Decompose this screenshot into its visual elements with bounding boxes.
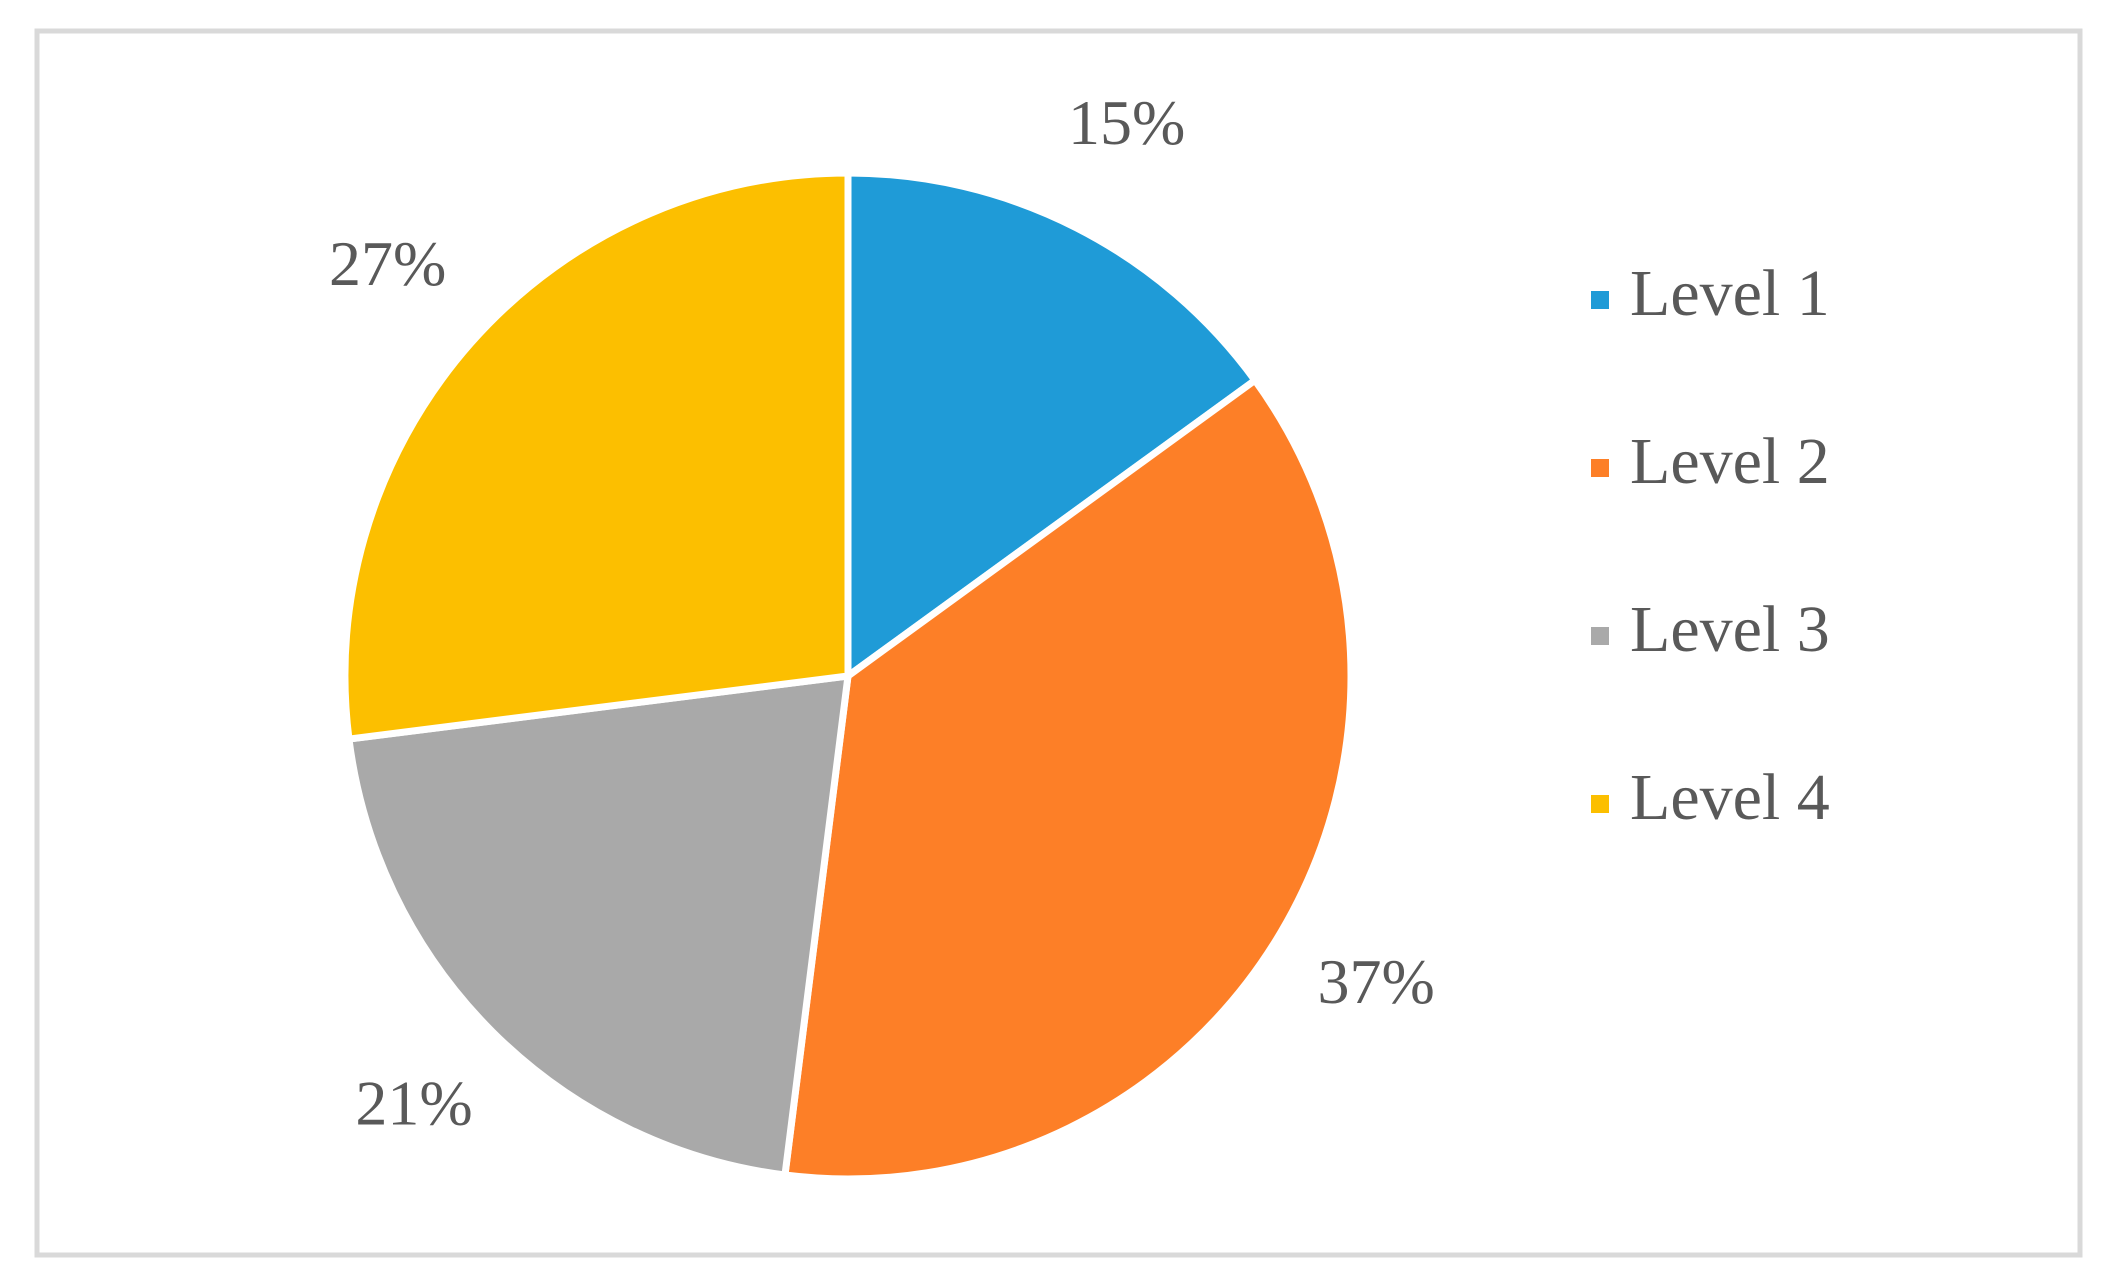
legend: Level 1 Level 2 Level 3 Level 4 (1591, 257, 1830, 834)
legend-swatch (1591, 459, 1609, 477)
legend-label: Level 3 (1630, 593, 1830, 666)
legend-label: Level 2 (1630, 425, 1830, 498)
legend-swatch (1591, 795, 1609, 813)
pie-slice (345, 672, 852, 1179)
data-label: 15% (1068, 87, 1185, 158)
data-label: 27% (329, 228, 446, 299)
legend-label: Level 4 (1630, 761, 1830, 834)
pie-slice (781, 376, 1355, 1183)
legend-label: Level 1 (1630, 257, 1830, 330)
legend-swatch (1591, 291, 1609, 309)
pie: 15% 37% 21% 27% (329, 87, 1435, 1183)
pie-slice (341, 169, 852, 743)
data-label: 37% (1318, 946, 1435, 1017)
legend-swatch (1591, 627, 1609, 645)
pie-slice (844, 169, 1259, 680)
data-label: 21% (355, 1068, 472, 1139)
